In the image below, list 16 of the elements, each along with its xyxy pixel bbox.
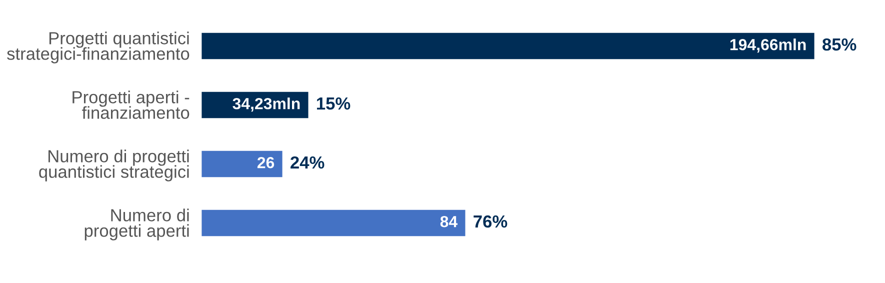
y-tick-label: Numero di progetti aperti [84,208,189,240]
bar [201,208,467,238]
y-tick-label: Progetti aperti - finanziamento [72,90,190,119]
y-tick-label: Numero di progetti quantistici strategici [39,150,189,182]
y-tick-label: Progetti quantistici strategici-finanziamento [7,32,190,64]
bar [201,90,310,120]
bar [201,31,815,61]
annotation: 85% [822,38,856,51]
data-label: 84 [440,216,458,228]
data-label: 34,23mln [232,98,300,112]
annotation: 76% [474,215,508,228]
data-label: 194,66mln [730,38,806,53]
data-label: 26 [257,156,274,168]
annotation: 24% [290,156,324,169]
annotation: 15% [317,97,350,110]
bar [201,149,284,179]
